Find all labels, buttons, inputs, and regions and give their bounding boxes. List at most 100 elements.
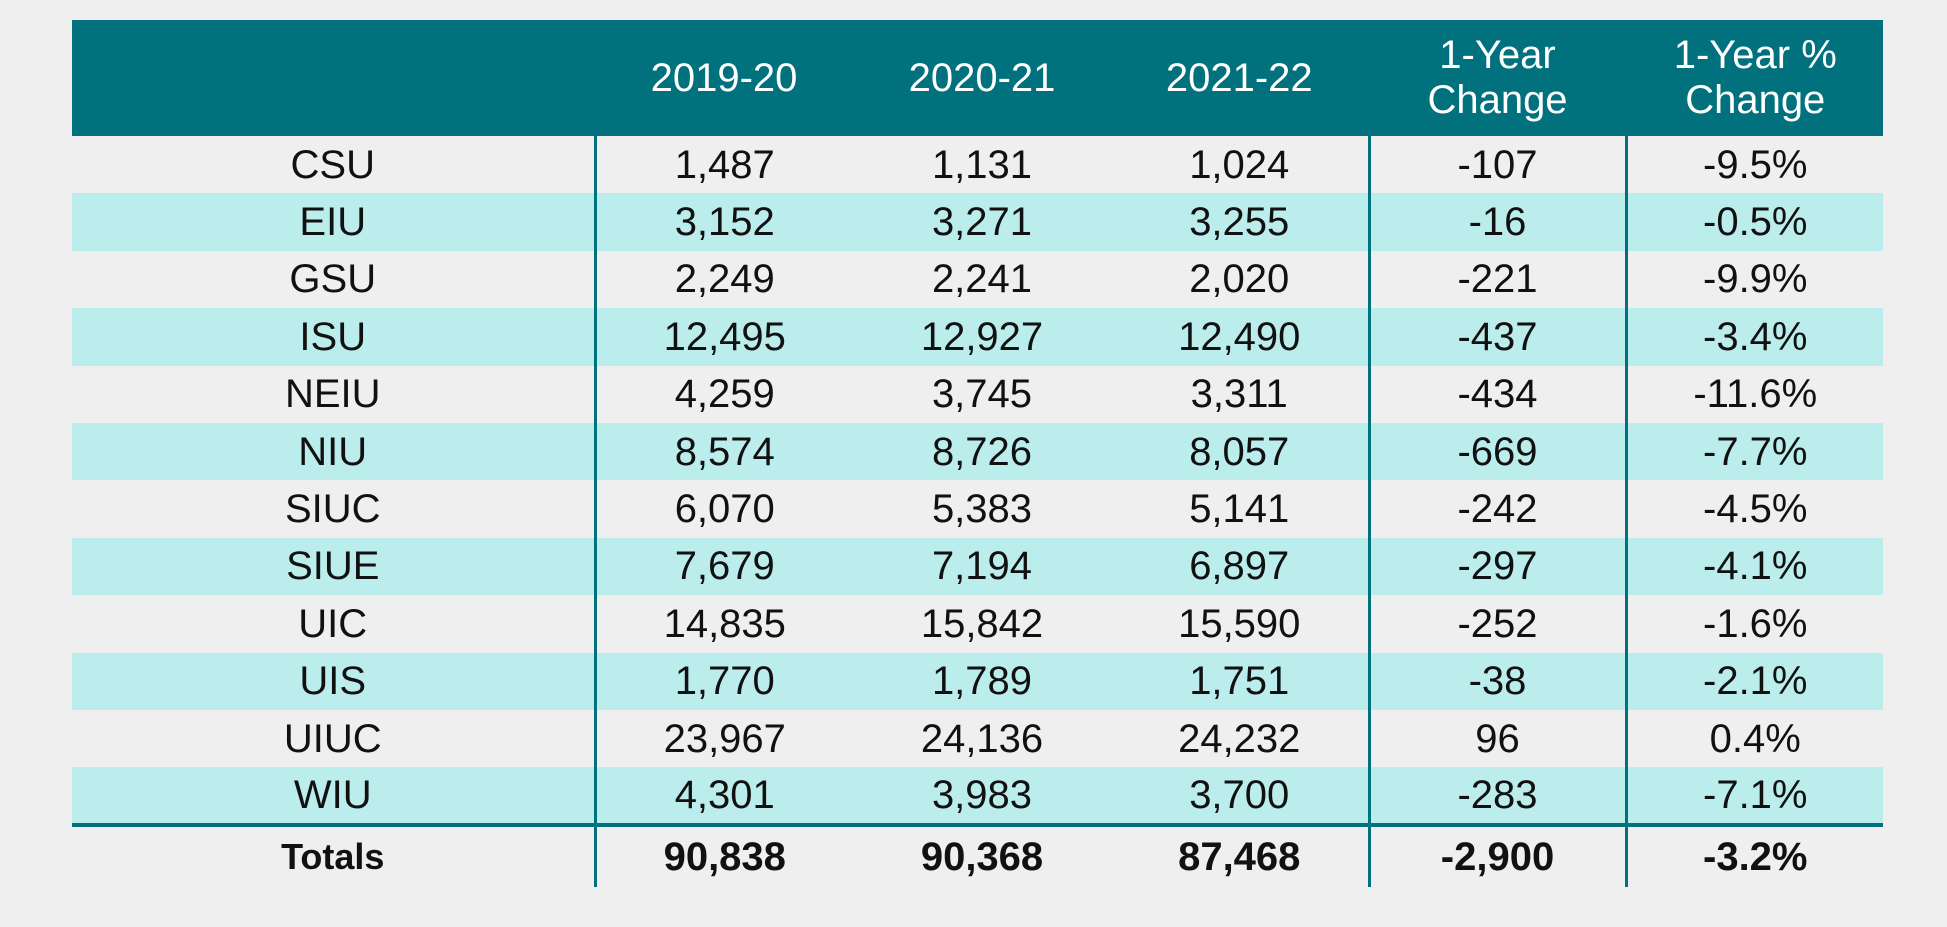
cell-1-year-change: -437 [1367, 308, 1626, 366]
cell-institution: NIU [298, 429, 368, 474]
cell-1-year-pct-change: -9.5% [1624, 136, 1883, 194]
cell-2019-20: 1,770 [593, 652, 853, 710]
table-row: UIUC 23,967 24,136 24,232 96 0.4% [72, 709, 1883, 768]
cell-institution: NEIU [284, 372, 381, 417]
cell-1-year-pct-change: -4.5% [1624, 480, 1883, 538]
cell-institution: CSU [290, 142, 375, 187]
cell-1-year-pct-change: -7.7% [1624, 422, 1883, 481]
cell-2021-22: 3,255 [1189, 200, 1290, 245]
totals-2021-22: 87,468 [1111, 822, 1369, 887]
header-1-year-change-line1: 1-Year [1439, 33, 1556, 77]
cell-institution: ISU [299, 314, 367, 359]
header-2020-21-text: 2020-21 [908, 55, 1056, 100]
cell-1-year-pct-change: -4.1% [1624, 537, 1883, 596]
cell-2021-22: 15,590 [1178, 601, 1301, 646]
cell-institution: SIUC [284, 487, 381, 532]
cell-1-year-pct-change: -3.4% [1624, 308, 1883, 366]
header-2021-22: 2021-22 [1111, 20, 1369, 136]
cell-2021-22: 3,311 [1190, 372, 1288, 417]
cell-2020-21: 3,745 [931, 372, 1033, 417]
cell-1-year-change: -669 [1367, 422, 1626, 481]
table-row: ISU 12,495 12,927 12,490 -437 -3.4% [72, 308, 1883, 366]
cell-1-year-change: -38 [1367, 652, 1626, 710]
cell-institution: EIU [299, 200, 367, 245]
cell-institution: GSU [289, 257, 377, 302]
cell-2019-20: 14,835 [593, 595, 853, 653]
totals-2019-20: 90,838 [593, 822, 853, 887]
cell-2019-20: 6,070 [593, 480, 853, 538]
table-row: CSU 1,487 1,131 1,024 -107 -9.5% [72, 136, 1883, 194]
cell-1-year-pct-change: -2.1% [1624, 652, 1883, 710]
table-row: NEIU 4,259 3,745 3,311 -434 -11.6% [72, 365, 1883, 423]
table-header-row: 2019-20 2020-21 2021-22 1-Year Change 1-… [72, 20, 1883, 136]
table-row: UIC 14,835 15,842 15,590 -252 -1.6% [72, 595, 1883, 653]
table-row: GSU 2,249 2,241 2,020 -221 -9.9% [72, 250, 1883, 309]
cell-2019-20: 4,259 [593, 365, 853, 423]
cell-2021-22: 12,490 [1178, 314, 1301, 359]
cell-1-year-change: -16 [1367, 193, 1626, 251]
cell-2020-21: 3,983 [931, 772, 1033, 817]
enrollment-table-container: 2019-20 2020-21 2021-22 1-Year Change 1-… [72, 20, 1883, 887]
cell-1-year-change: -107 [1367, 136, 1626, 194]
cell-2020-21: 1,789 [931, 659, 1033, 704]
cell-2019-20: 1,487 [593, 136, 853, 194]
cell-1-year-change: -283 [1367, 767, 1626, 825]
header-1-year-pct-change-line1: 1-Year % [1673, 33, 1837, 77]
table-row: SIUE 7,679 7,194 6,897 -297 -4.1% [72, 537, 1883, 596]
header-institution [72, 20, 595, 136]
cell-1-year-pct-change: -9.9% [1624, 250, 1883, 309]
table-row: NIU 8,574 8,726 8,057 -669 -7.7% [72, 422, 1883, 481]
cell-2019-20: 12,495 [593, 308, 853, 366]
cell-2020-21: 15,842 [920, 601, 1044, 646]
header-2019-20-text: 2019-20 [650, 55, 798, 100]
header-1-year-pct-change: 1-Year % Change [1624, 20, 1883, 136]
cell-2019-20: 2,249 [593, 250, 853, 309]
cell-1-year-pct-change: -11.6% [1624, 365, 1883, 423]
header-2020-21: 2020-21 [853, 20, 1111, 136]
table-row: EIU 3,152 3,271 3,255 -16 -0.5% [72, 193, 1883, 251]
cell-1-year-change: 96 [1367, 709, 1626, 768]
cell-1-year-change: -252 [1367, 595, 1626, 653]
cell-institution: WIU [293, 772, 372, 817]
totals-row: Totals 90,838 90,368 87,468 -2,900 -3.2% [72, 822, 1883, 887]
cell-2020-21: 3,271 [931, 200, 1033, 245]
cell-2020-21: 7,194 [931, 544, 1033, 589]
cell-2021-22: 8,057 [1189, 429, 1290, 474]
totals-2020-21: 90,368 [853, 822, 1111, 887]
cell-1-year-change: -242 [1367, 480, 1626, 538]
totals-label: Totals [72, 822, 595, 887]
cell-2020-21: 24,136 [920, 716, 1044, 761]
totals-1-year-change: -2,900 [1367, 822, 1626, 887]
cell-2021-22: 2,020 [1189, 257, 1290, 302]
cell-1-year-pct-change: -0.5% [1624, 193, 1883, 251]
table-row: SIUC 6,070 5,383 5,141 -242 -4.5% [72, 480, 1883, 538]
cell-institution: SIUE [286, 544, 380, 589]
cell-2021-22: 6,897 [1189, 544, 1290, 589]
cell-2019-20: 7,679 [593, 537, 853, 596]
cell-2021-22: 3,700 [1189, 772, 1290, 817]
header-1-year-pct-change-line2: Change [1685, 78, 1826, 122]
cell-1-year-change: -297 [1367, 537, 1626, 596]
cell-2020-21: 8,726 [931, 429, 1033, 474]
cell-institution: UIUC [283, 716, 382, 761]
cell-2021-22: 1,024 [1189, 142, 1290, 187]
cell-2019-20: 4,301 [593, 767, 853, 825]
cell-2019-20: 8,574 [593, 422, 853, 481]
header-2019-20: 2019-20 [595, 20, 853, 136]
cell-2020-21: 5,383 [931, 487, 1033, 532]
header-2021-22-text: 2021-22 [1165, 55, 1313, 100]
cell-2020-21: 2,241 [931, 257, 1033, 302]
cell-2021-22: 5,141 [1189, 487, 1290, 532]
cell-1-year-pct-change: 0.4% [1624, 709, 1883, 768]
cell-institution: UIC [298, 601, 368, 646]
table-body: CSU 1,487 1,131 1,024 -107 -9.5% EIU 3,152 3,271… [72, 136, 1883, 825]
table-row: WIU 4,301 3,983 3,700 -283 -7.1% [72, 767, 1883, 825]
cell-2020-21: 12,927 [920, 314, 1044, 359]
cell-2021-22: 1,751 [1189, 659, 1290, 704]
table-row: UIS 1,770 1,789 1,751 -38 -2.1% [72, 652, 1883, 710]
cell-1-year-change: -221 [1367, 250, 1626, 309]
cell-2020-21: 1,131 [931, 142, 1033, 187]
cell-2019-20: 23,967 [593, 709, 853, 768]
header-1-year-change-line2: Change [1427, 78, 1568, 122]
cell-2019-20: 3,152 [593, 193, 853, 251]
